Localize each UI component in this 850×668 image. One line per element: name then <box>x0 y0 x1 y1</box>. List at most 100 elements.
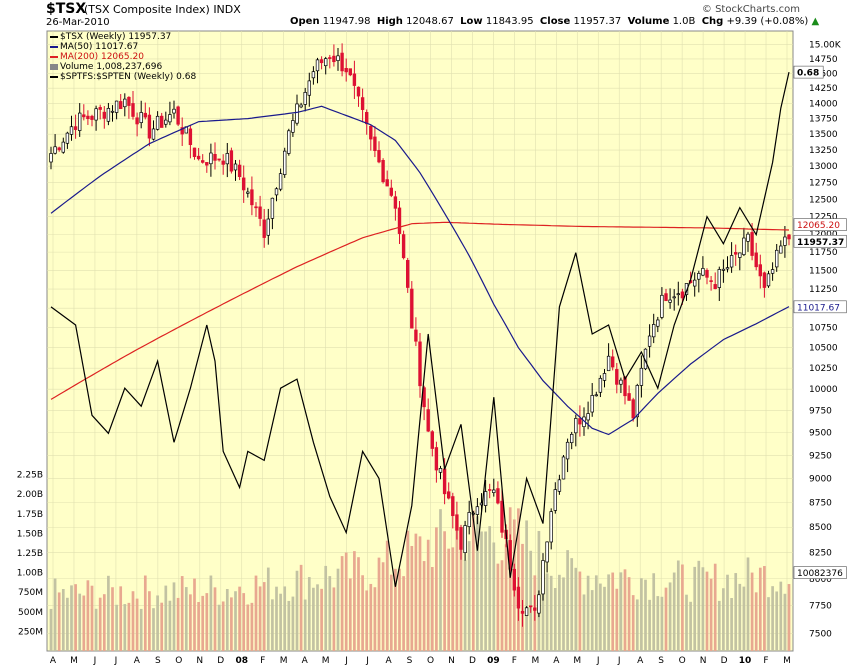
volume-bar <box>603 586 606 651</box>
candle-body <box>627 393 631 401</box>
volume-bar <box>184 587 188 651</box>
candle-body <box>229 150 234 172</box>
volume-bar <box>422 561 426 651</box>
volume-bar <box>701 567 705 651</box>
volume-bar <box>135 598 139 651</box>
volume-bar <box>320 588 323 651</box>
volume-tick-label: 750M <box>18 588 43 598</box>
volume-bar <box>189 594 192 651</box>
candle-body <box>119 101 123 110</box>
volume-bar <box>332 587 336 651</box>
candle-body <box>82 114 86 118</box>
volume-bar <box>746 557 750 651</box>
volume-bar <box>480 531 483 651</box>
candle-body <box>61 141 65 153</box>
candle-body <box>131 103 135 117</box>
candle-body <box>410 288 414 329</box>
volume-bar <box>779 581 783 651</box>
volume-bar <box>139 608 143 651</box>
candle-body <box>508 540 512 570</box>
volume-bar <box>435 527 438 651</box>
candle-body <box>721 268 726 271</box>
candle-body <box>291 120 295 133</box>
volume-value: 1.0B <box>672 16 696 27</box>
candle-body <box>615 369 619 385</box>
candle-body <box>209 152 213 165</box>
candle-body <box>611 356 615 368</box>
candle-body <box>762 272 767 288</box>
volume-bar <box>193 578 196 651</box>
candle-body <box>295 103 299 124</box>
volume-bar <box>599 583 602 651</box>
volume-bar <box>197 602 200 651</box>
volume-bar <box>525 520 528 651</box>
volume-bar <box>57 592 61 651</box>
volume-bar <box>611 572 615 651</box>
volume-bar <box>640 578 643 651</box>
volume-bar <box>221 601 225 651</box>
volume-bar <box>107 575 110 651</box>
volume-bar <box>738 583 742 651</box>
volume-bar <box>623 569 627 651</box>
candle-body <box>389 187 393 196</box>
candle-body <box>647 335 652 347</box>
candle-body <box>787 234 791 240</box>
volume-bar <box>250 602 254 651</box>
candle-body <box>549 511 553 543</box>
candle-body <box>180 127 184 135</box>
candle-body <box>283 150 287 175</box>
candle-body <box>106 108 111 122</box>
time-tick-label: J <box>365 656 369 666</box>
price-tick-label: 9250 <box>809 451 832 461</box>
candle-body <box>319 59 324 64</box>
volume-bar <box>451 547 455 651</box>
candle-body <box>315 59 320 72</box>
volume-bar <box>389 574 393 651</box>
legend-ma200: MA(200) 12065.20 <box>50 52 196 62</box>
volume-bar <box>426 539 430 651</box>
legend: $TSX (Weekly) 11957.37 MA(50) 11017.67 M… <box>50 32 196 82</box>
candle-body <box>114 100 119 113</box>
candle-body <box>86 115 90 120</box>
time-tick-label: M <box>322 656 330 666</box>
volume-bar <box>697 560 701 651</box>
volume-bar <box>668 582 672 651</box>
candle-body <box>73 126 78 130</box>
candle-body <box>660 294 664 318</box>
ma50-line <box>50 105 790 436</box>
volume-bar <box>529 550 533 651</box>
price-tick-label: 11750 <box>809 248 838 258</box>
volume-bar <box>775 591 779 651</box>
volume-bar <box>156 595 159 651</box>
price-tick-label: 14750 <box>809 55 838 65</box>
volume-bar <box>115 604 118 651</box>
candle-body <box>467 512 471 527</box>
price-tick-label: 9750 <box>809 407 832 417</box>
volume-tick-label: 500M <box>18 608 43 618</box>
indicator-lines <box>50 71 790 587</box>
price-tick-label: 10750 <box>809 324 838 334</box>
candle-body <box>135 117 139 125</box>
candle-body <box>344 68 348 73</box>
volume-bar <box>299 564 303 651</box>
candle-body <box>668 299 672 303</box>
volume-bar <box>594 575 598 651</box>
candle-body <box>779 245 783 254</box>
close-value-tag: 11957.37 <box>797 238 844 248</box>
volume-bar <box>316 584 319 651</box>
volume-bar <box>635 599 639 651</box>
candle-body <box>192 147 197 158</box>
candle-body <box>90 115 94 120</box>
candle-body <box>758 264 762 277</box>
candle-body <box>237 164 242 177</box>
volume-bar <box>70 585 73 651</box>
ma50-value-tag: 11017.67 <box>797 303 840 313</box>
index-name: (TSX Composite Index) INDX <box>84 3 241 16</box>
ma50-value-tag-box <box>793 300 847 314</box>
volume-bar <box>726 574 729 651</box>
stockcharts-brand[interactable]: © StockCharts.com <box>701 4 800 15</box>
volume-bar <box>61 589 65 651</box>
candle-body <box>196 155 201 160</box>
volume-tick-label: 1.00B <box>17 569 43 579</box>
candle-body <box>488 489 492 491</box>
